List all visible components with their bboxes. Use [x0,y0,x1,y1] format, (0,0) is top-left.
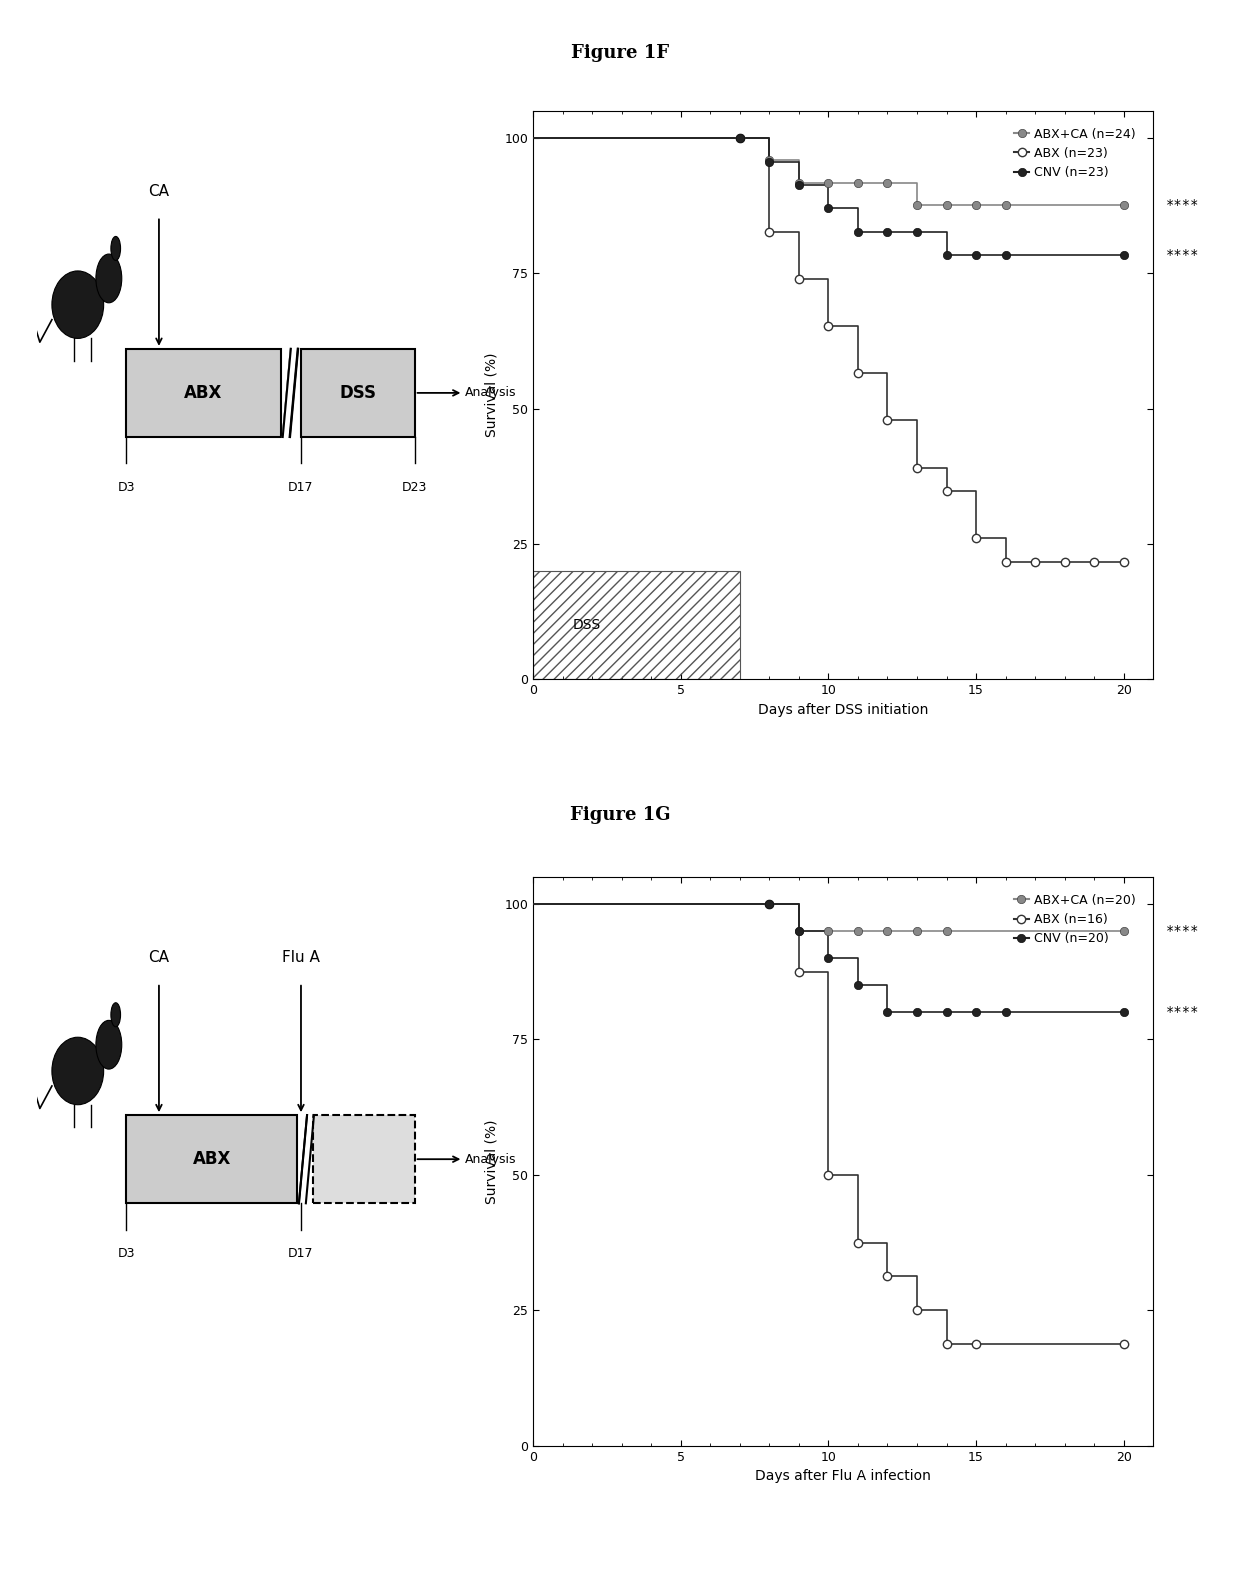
Text: Figure 1G: Figure 1G [569,806,671,823]
Text: ****: **** [1166,924,1199,939]
Text: D3: D3 [118,482,135,495]
Bar [314,1115,414,1204]
Text: ABX: ABX [192,1150,231,1168]
Text: ****: **** [1166,1005,1199,1019]
Text: ****: **** [1166,248,1199,262]
Text: CA: CA [149,950,170,965]
Text: Flu A: Flu A [281,950,320,965]
Text: Analysis: Analysis [465,1153,517,1166]
Legend: ABX+CA (n=20), ABX (n=16), CNV (n=20): ABX+CA (n=20), ABX (n=16), CNV (n=20) [1009,890,1141,950]
Ellipse shape [110,237,120,261]
Bar [126,1115,296,1204]
Text: D17: D17 [288,1248,314,1261]
Text: ABX: ABX [185,384,223,401]
Text: CA: CA [149,183,170,199]
X-axis label: Days after Flu A infection: Days after Flu A infection [755,1469,931,1484]
Text: Analysis: Analysis [465,387,517,400]
Ellipse shape [52,1036,104,1104]
Ellipse shape [110,1003,120,1027]
Ellipse shape [95,254,122,303]
Bar [126,349,280,438]
Bar [533,570,740,679]
X-axis label: Days after DSS initiation: Days after DSS initiation [758,703,929,717]
Bar [301,349,414,438]
Ellipse shape [52,270,104,338]
Text: D23: D23 [402,482,428,495]
Text: ****: **** [1166,199,1199,212]
Ellipse shape [95,1021,122,1070]
Text: DSS: DSS [340,384,376,401]
Text: Figure 1F: Figure 1F [570,44,670,62]
Legend: ABX+CA (n=24), ABX (n=23), CNV (n=23): ABX+CA (n=24), ABX (n=23), CNV (n=23) [1009,123,1141,183]
Text: DSS: DSS [572,618,600,632]
Text: D17: D17 [288,482,314,495]
Y-axis label: Survival (%): Survival (%) [485,352,498,438]
Text: D3: D3 [118,1248,135,1261]
Y-axis label: Survival (%): Survival (%) [485,1119,498,1204]
